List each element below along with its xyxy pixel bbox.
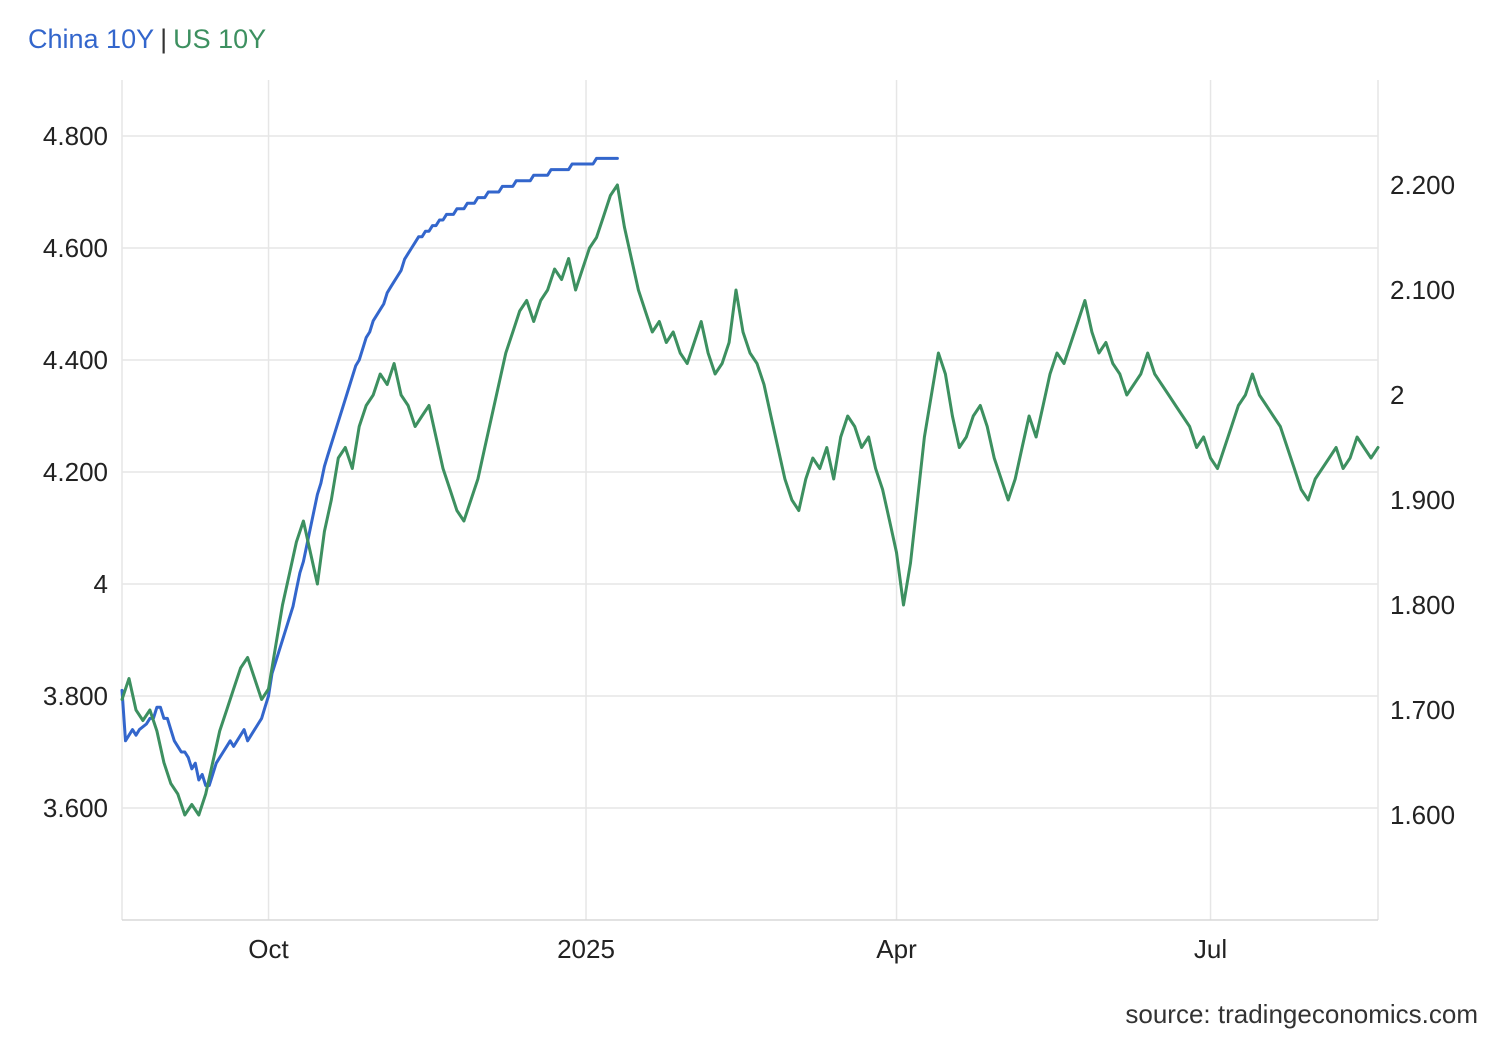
legend-separator: | (160, 24, 168, 54)
y-right-tick-label: 2 (1390, 380, 1404, 410)
y-left-tick-label: 4 (94, 569, 108, 599)
y-right-tick-label: 2.100 (1390, 275, 1455, 305)
y-left-tick-label: 4.400 (43, 345, 108, 375)
x-tick-label: 2025 (557, 934, 615, 964)
x-tick-label: Oct (248, 934, 289, 964)
chart-legend: China 10Y | US 10Y (28, 24, 266, 55)
legend-us-10y[interactable]: US 10Y (173, 24, 267, 54)
y-right-tick-label: 2.200 (1390, 170, 1455, 200)
y-right-tick-label: 1.700 (1390, 695, 1455, 725)
y-left-tick-label: 4.800 (43, 121, 108, 151)
us-10y-series-line[interactable] (120, 183, 1380, 817)
series-layer (120, 156, 1380, 817)
y-left-tick-label: 4.200 (43, 457, 108, 487)
y-left-tick-label: 3.800 (43, 681, 108, 711)
legend-china-10y[interactable]: China 10Y (28, 24, 155, 54)
source-credit: source: tradingeconomics.com (1125, 999, 1478, 1029)
x-tick-label: Jul (1194, 934, 1227, 964)
grid (121, 80, 1379, 921)
y-right-tick-label: 1.600 (1390, 800, 1455, 830)
x-tick-label: Apr (876, 934, 917, 964)
y-left-tick-label: 3.600 (43, 793, 108, 823)
y-right-tick-label: 1.800 (1390, 590, 1455, 620)
y-right-tick-label: 1.900 (1390, 485, 1455, 515)
y-left-tick-label: 4.600 (43, 233, 108, 263)
axes: 3.600 3.800 4 4.200 4.400 4.600 4.800 1.600 1.70… (43, 121, 1455, 964)
